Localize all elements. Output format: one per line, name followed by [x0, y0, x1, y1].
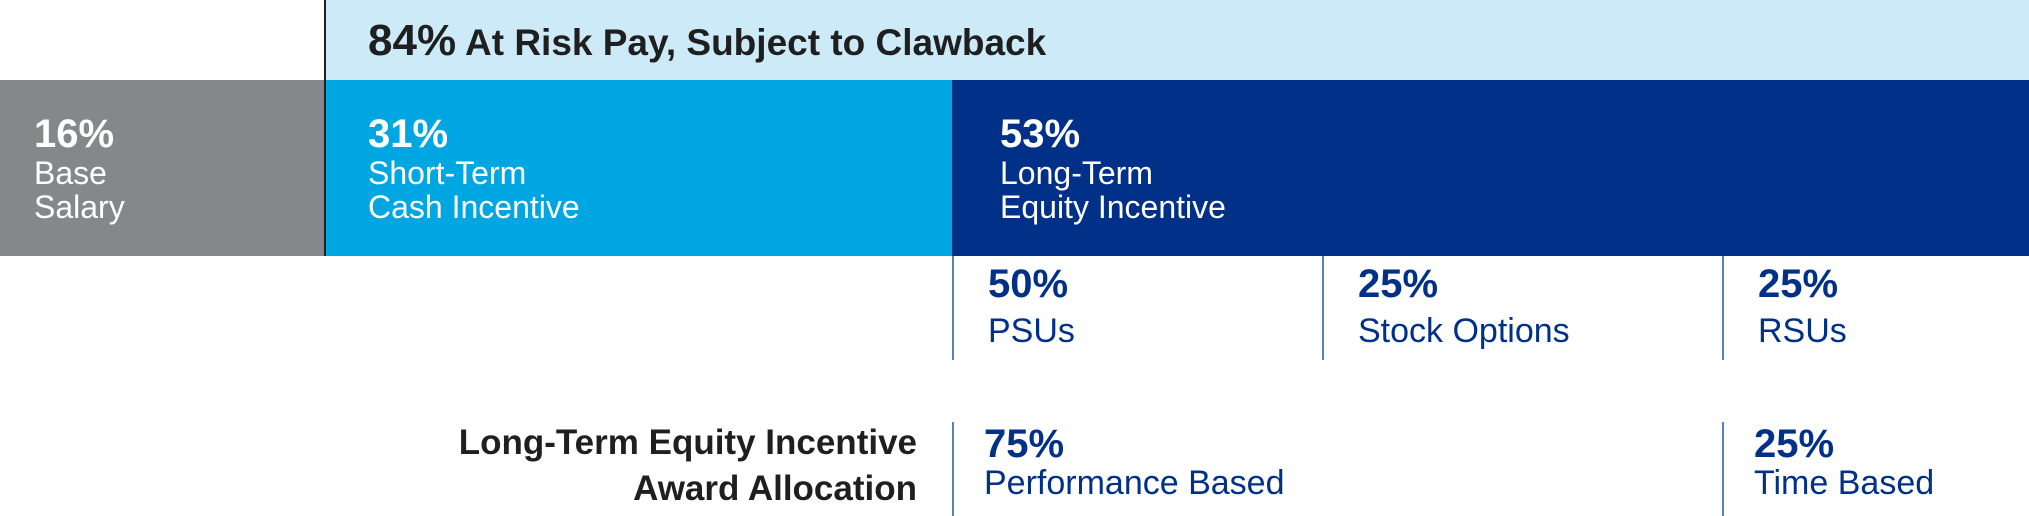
long-term-label-line2: Equity Incentive [1000, 189, 1226, 225]
divider-line [952, 422, 954, 516]
bar-short-term-cash: 31% Short-Term Cash Incentive [326, 80, 952, 256]
at-risk-divider [324, 0, 326, 256]
performance-based-label: Performance Based [984, 464, 1285, 502]
divider-line [1722, 256, 1724, 360]
performance-based-percent: 75% [984, 422, 1065, 466]
bar-long-term-equity: 53% Long-Term Equity Incentive [952, 80, 2029, 256]
base-salary-percent: 16% [34, 112, 115, 156]
long-term-percent: 53% [1000, 112, 1081, 156]
award-allocation-label-line1: Long-Term Equity Incentive [458, 423, 917, 462]
stock-options-label: Stock Options [1358, 312, 1570, 350]
divider-line [1322, 256, 1324, 360]
short-term-label-line1: Short-Term [368, 155, 527, 191]
divider-line [952, 256, 954, 360]
stock-options-percent: 25% [1358, 262, 1439, 306]
divider-line [1722, 422, 1724, 516]
short-term-label: Short-Term Cash Incentive [368, 156, 580, 224]
at-risk-text: At Risk Pay, Subject to Clawback [465, 22, 1047, 63]
at-risk-band [326, 0, 2029, 80]
at-risk-label: 84% At Risk Pay, Subject to Clawback [368, 16, 1046, 66]
base-salary-label: Base Salary [34, 156, 125, 224]
short-term-label-line2: Cash Incentive [368, 189, 580, 225]
long-term-label: Long-Term Equity Incentive [1000, 156, 1226, 224]
bar-base-salary: 16% Base Salary [0, 80, 324, 256]
long-term-label-line1: Long-Term [1000, 155, 1153, 191]
psus-percent: 50% [988, 262, 1069, 306]
rsus-label: RSUs [1758, 312, 1847, 350]
award-allocation-label-line2: Award Allocation [633, 469, 917, 508]
at-risk-percent: 84% [368, 16, 457, 65]
rsus-percent: 25% [1758, 262, 1839, 306]
base-salary-label-line1: Base [34, 155, 107, 191]
time-based-label: Time Based [1754, 464, 1935, 502]
psus-label: PSUs [988, 312, 1075, 350]
time-based-percent: 25% [1754, 422, 1835, 466]
base-salary-label-line2: Salary [34, 189, 125, 225]
short-term-percent: 31% [368, 112, 449, 156]
award-allocation-label: Long-Term Equity Incentive Award Allocati… [459, 420, 917, 512]
